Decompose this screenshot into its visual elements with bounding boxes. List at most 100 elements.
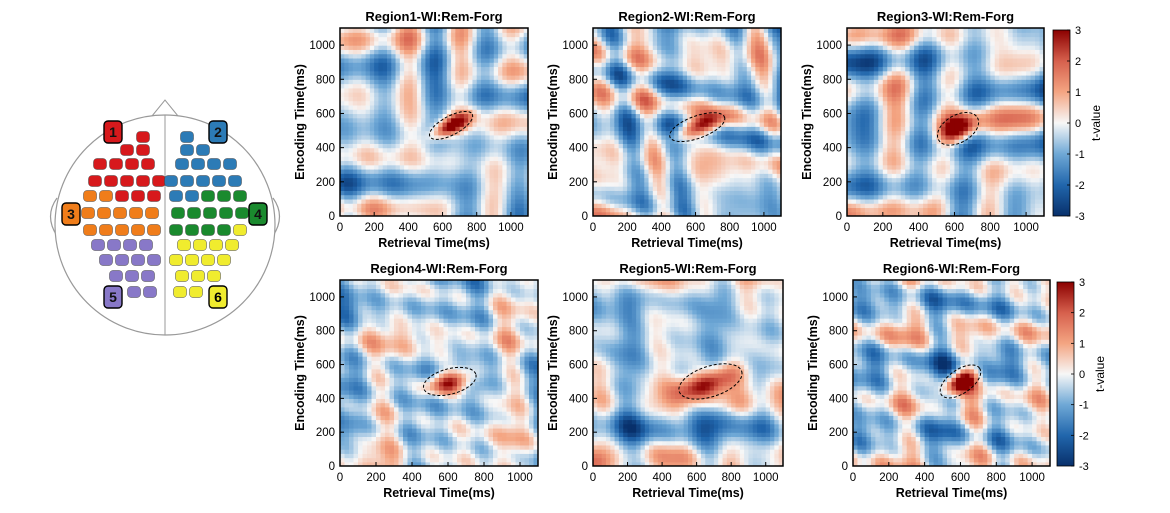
heatmap-cell xyxy=(869,177,875,183)
heatmap-cell xyxy=(716,126,722,132)
heatmap-cell xyxy=(909,156,915,162)
electrode-marker xyxy=(99,224,113,236)
heatmap-cell xyxy=(704,100,709,106)
heatmap-cell xyxy=(716,83,722,89)
heatmap-cell xyxy=(751,160,756,166)
heatmap-cell xyxy=(873,92,879,97)
heatmap-cell xyxy=(498,156,503,162)
heatmap-cell xyxy=(873,190,879,196)
heatmap-cell xyxy=(878,40,884,46)
heatmap-cell xyxy=(661,147,667,153)
heatmap-cell xyxy=(640,53,645,59)
heatmap-cell xyxy=(442,49,448,55)
heatmap-cell xyxy=(669,177,675,183)
heatmap-cell xyxy=(687,100,692,106)
heatmap-cell xyxy=(882,36,888,42)
heatmap-cell xyxy=(847,32,853,38)
heatmap-cell xyxy=(914,211,920,216)
heatmap-cell xyxy=(459,130,465,136)
heatmap-cell xyxy=(644,181,650,187)
heatmap-cell xyxy=(776,40,781,46)
heatmap-cell xyxy=(678,66,684,72)
heatmap-cell xyxy=(909,70,915,76)
heatmap-cell xyxy=(348,169,354,174)
heatmap-cell xyxy=(708,32,714,38)
heatmap-cell xyxy=(918,143,924,149)
heatmap-cell xyxy=(927,49,933,55)
heatmap-cell xyxy=(665,164,671,170)
heatmap-cell xyxy=(716,156,722,162)
heatmap-cell xyxy=(614,177,620,183)
heatmap-cell xyxy=(847,70,853,76)
heatmap-cell xyxy=(631,32,637,38)
heatmap-cell xyxy=(429,49,435,55)
heatmap-cell xyxy=(678,203,684,209)
heatmap-cell xyxy=(361,28,367,33)
heatmap-cell xyxy=(618,181,624,187)
heatmap-cell xyxy=(896,113,902,119)
heatmap-cell xyxy=(699,36,705,42)
heatmap-cell xyxy=(661,139,667,144)
heatmap-cell xyxy=(648,164,654,170)
heatmap-cell xyxy=(425,53,431,59)
heatmap-cell xyxy=(704,177,709,183)
heatmap-cell xyxy=(493,177,499,183)
heatmap-cell xyxy=(348,28,354,33)
heatmap-cell xyxy=(442,181,448,187)
heatmap-cell xyxy=(932,45,938,50)
heatmap-cell xyxy=(438,62,444,68)
heatmap-cell xyxy=(695,28,701,33)
heatmap-cell xyxy=(759,156,765,162)
heatmap-cell xyxy=(900,32,906,38)
heatmap-cell xyxy=(601,147,607,153)
heatmap-cell xyxy=(755,104,761,110)
heatmap-cell xyxy=(896,147,902,153)
heatmap-cell xyxy=(652,104,658,110)
heatmap-cell xyxy=(768,100,774,106)
heatmap-cell xyxy=(605,96,611,102)
heatmap-cell xyxy=(344,126,350,132)
heatmap-cell xyxy=(481,211,486,216)
heatmap-cell xyxy=(506,147,512,153)
heatmap-cell xyxy=(369,92,375,97)
heatmap-cell xyxy=(365,194,371,200)
heatmap-cell xyxy=(412,143,418,149)
heatmap-cell xyxy=(399,194,405,200)
heatmap-cell xyxy=(344,181,350,187)
heatmap-cell xyxy=(622,109,628,115)
heatmap-cell xyxy=(635,139,641,144)
heatmap-cell xyxy=(352,198,358,204)
heatmap-cell xyxy=(631,194,637,200)
heatmap-cell xyxy=(941,147,947,153)
heatmap-cell xyxy=(864,126,870,132)
heatmap-cell xyxy=(622,156,628,162)
heatmap-cell xyxy=(631,177,637,183)
heatmap-cell xyxy=(941,75,947,80)
heatmap-cell xyxy=(682,198,688,204)
heatmap-cell xyxy=(614,32,620,38)
heatmap-cell xyxy=(369,100,375,106)
heatmap-cell xyxy=(896,53,902,59)
heatmap-cell xyxy=(860,83,866,89)
heatmap-cell xyxy=(712,104,718,110)
heatmap-cell xyxy=(631,211,637,216)
heatmap-cell xyxy=(640,156,645,162)
heatmap-cell xyxy=(855,203,862,209)
heatmap-cell xyxy=(682,169,688,174)
heatmap-cell xyxy=(669,130,675,136)
heatmap-cell xyxy=(399,113,405,119)
heatmap-cell xyxy=(459,126,465,132)
heatmap-cell xyxy=(510,181,516,187)
heatmap-cell xyxy=(729,83,735,89)
heatmap-cell xyxy=(523,40,528,46)
heatmap-cell xyxy=(882,198,888,204)
region-3-label: 3 xyxy=(61,202,81,226)
heatmap-cell xyxy=(708,83,714,89)
heatmap-cell xyxy=(408,32,414,38)
heatmap-cell xyxy=(421,28,427,33)
heatmap-cell xyxy=(772,147,778,153)
heatmap-cell xyxy=(704,70,709,76)
heatmap-cell xyxy=(751,134,756,140)
heatmap-cell xyxy=(374,207,380,213)
heatmap-cell xyxy=(665,45,671,50)
